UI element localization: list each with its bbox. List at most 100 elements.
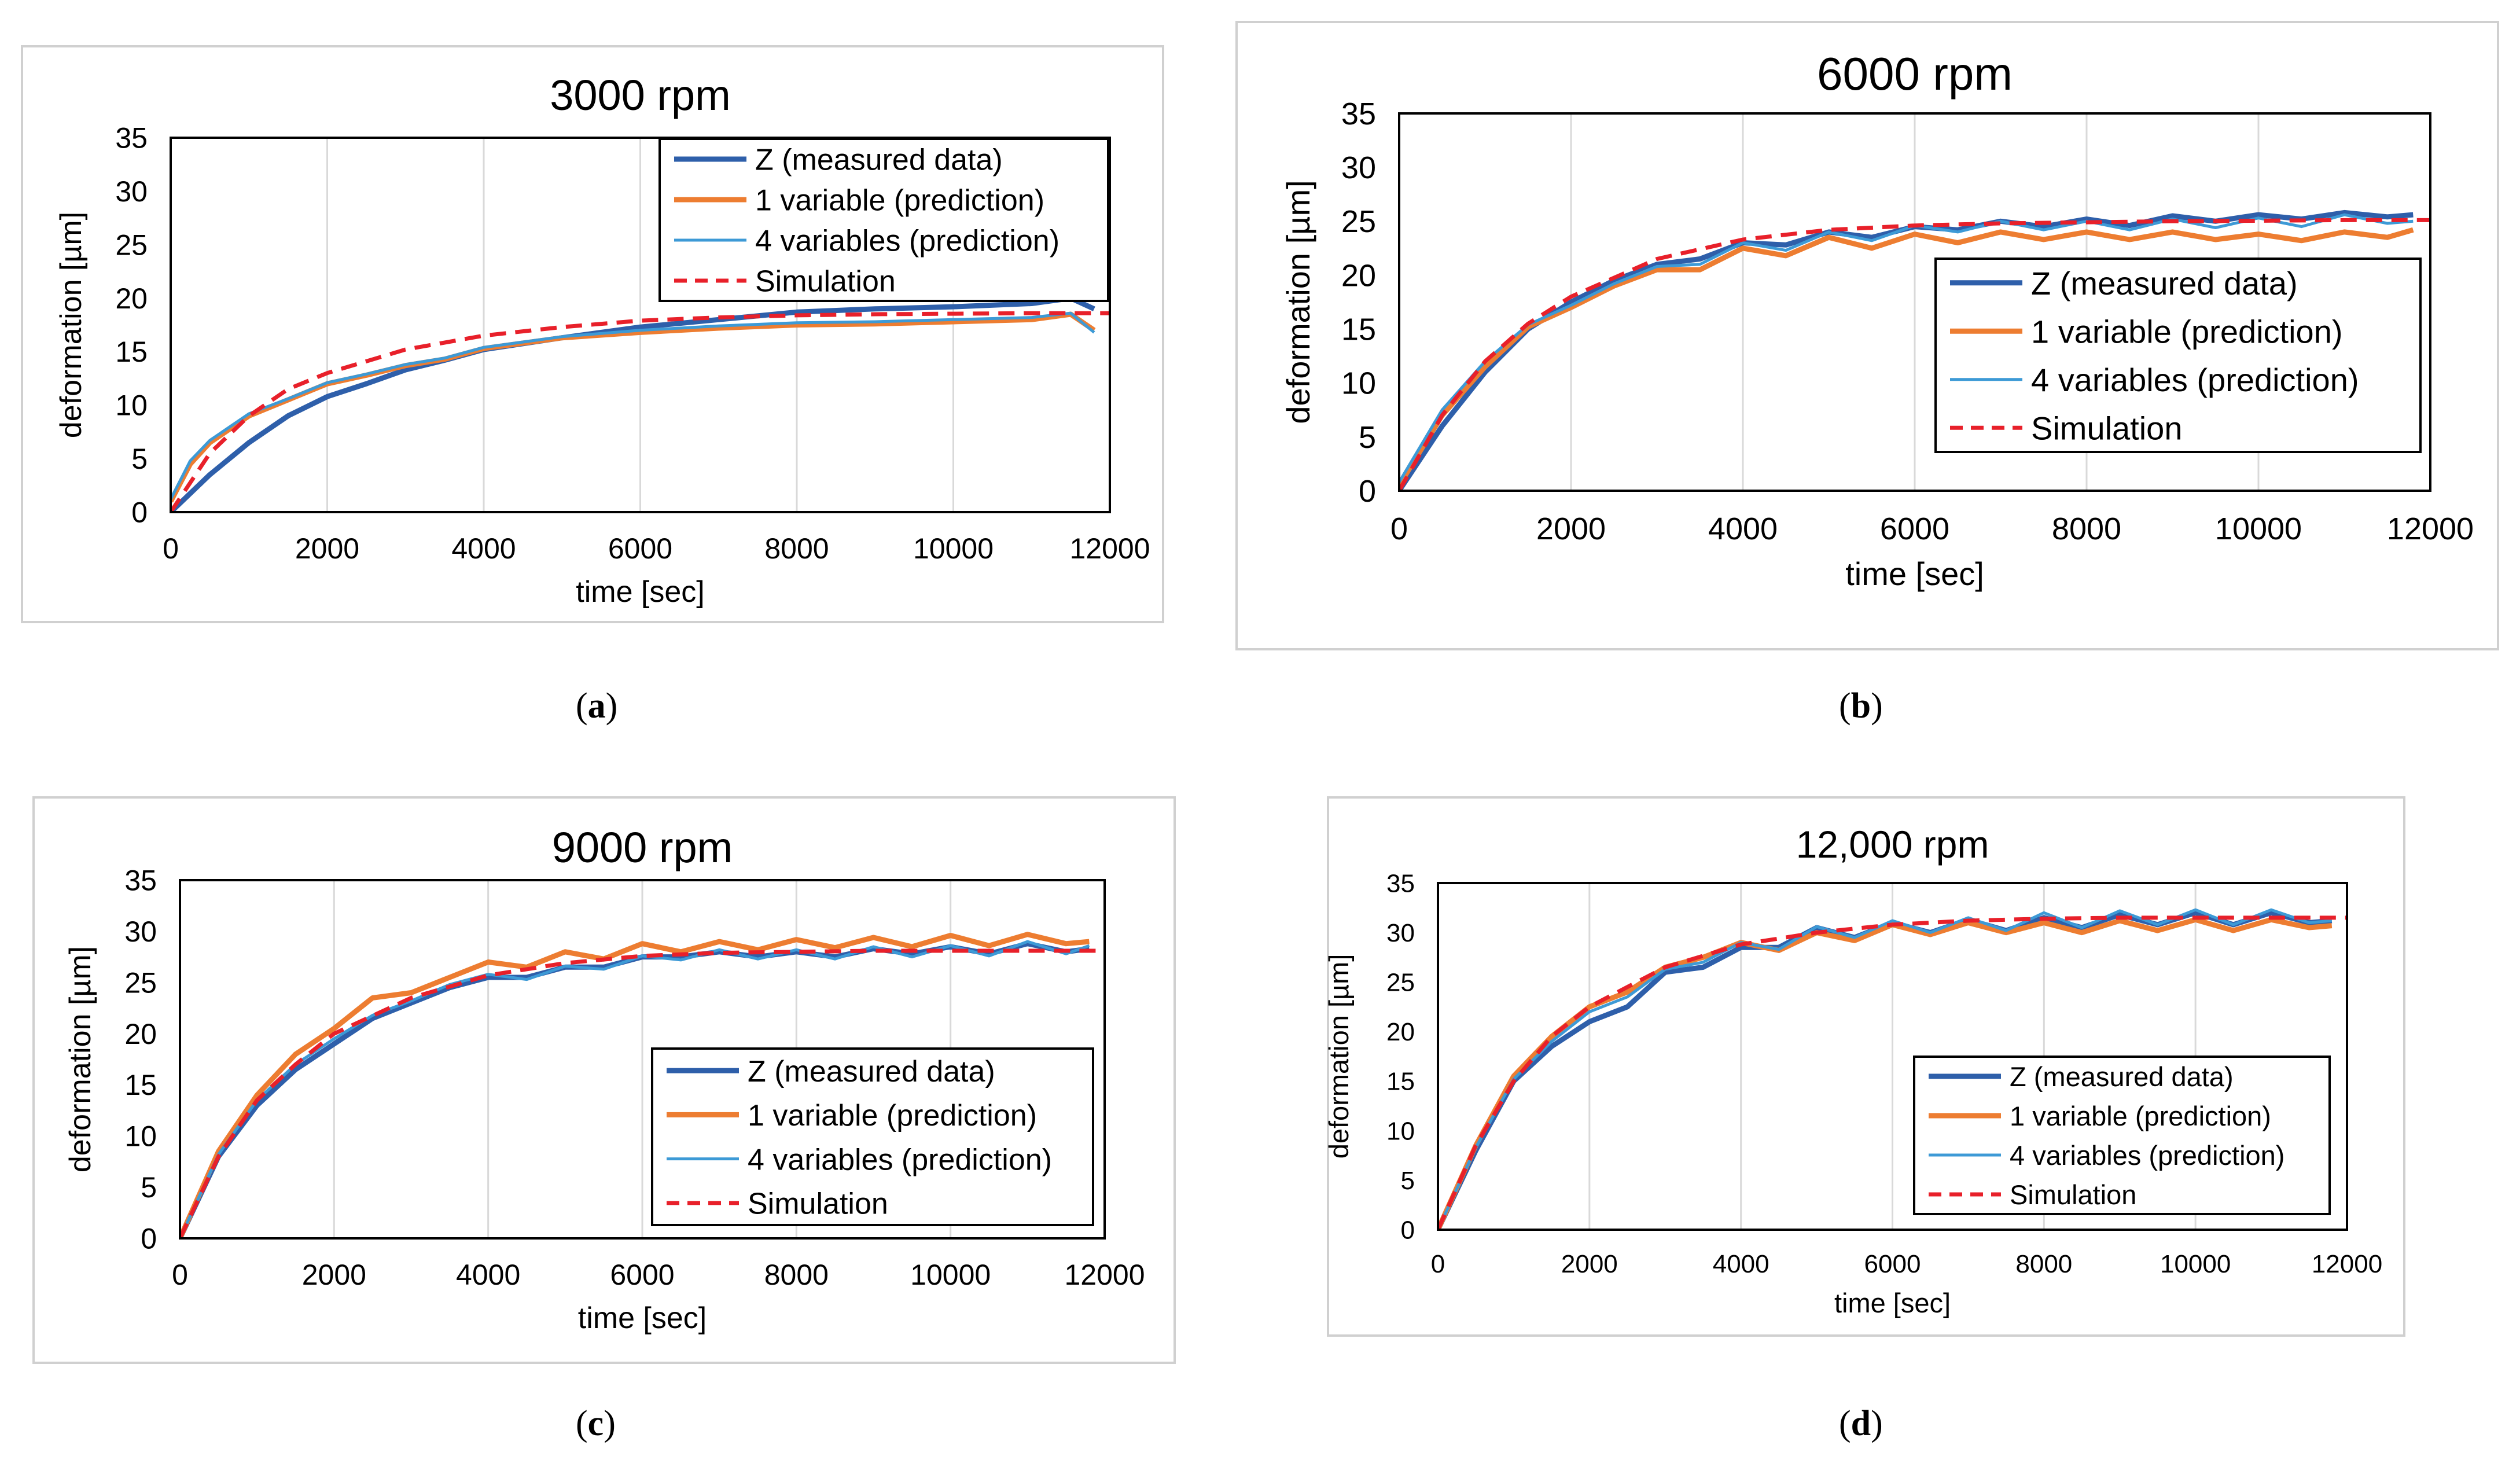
series-line-2 [180,932,1090,1238]
legend-label-2: 1 variable (prediction) [748,1099,1037,1132]
chart-3: 9000 rpm 0 2000 4000 6000 8000 10000 12000 0 5 10 1… [32,796,1176,1364]
x-tick-label: 2000 [302,1259,366,1291]
y-tick-label: 25 [1386,969,1415,997]
legend-box [1913,1056,2331,1215]
x-tick-label: 2000 [295,532,359,565]
x-tick-label: 0 [1431,1250,1445,1278]
x-tick-label: 2000 [1536,512,1606,546]
legend-label-3: 4 variables (prediction) [748,1143,1052,1176]
y-tick-label: 35 [124,865,157,897]
legend-label-1: Z (measured data) [2010,1061,2234,1092]
y-tick-label: 0 [141,1223,157,1255]
x-tick-label: 8000 [2052,512,2121,546]
y-tick-label: 0 [1401,1216,1415,1244]
y-tick-label: 0 [131,497,148,529]
y-axis-label: deformation [µm] [1280,180,1316,424]
x-tick-label: 6000 [610,1259,674,1291]
chart-2: 6000 rpm 0 2000 4000 6000 8000 10000 12000 0 5 10 1… [1235,21,2499,650]
y-tick-label: 5 [1401,1167,1415,1195]
chart-1: 3000 rpm 0 2000 4000 6000 8000 10000 12000 0 5 10 1… [21,45,1164,623]
x-axis-label: time [sec] [1834,1288,1951,1318]
legend-label-4: Simulation [748,1187,888,1221]
legend-label-2: 1 variable (prediction) [2010,1101,2271,1131]
legend-label-1: Z (measured data) [2031,265,2298,301]
x-tick-label: 10000 [2160,1250,2231,1278]
x-tick-label: 8000 [764,1259,829,1291]
y-axis-label: deformation [µm] [64,946,97,1172]
x-tick-label: 10000 [2215,512,2302,546]
y-tick-label: 30 [115,175,148,208]
x-tick-label: 0 [172,1259,188,1291]
series-line-4 [1438,915,2347,1230]
legend-label-1: Z (measured data) [755,144,1003,177]
caption-d: (d) [1839,1404,1883,1443]
y-tick-label: 25 [1341,204,1376,239]
plot-area-border [1437,882,2348,1231]
y-tick-label: 25 [115,229,148,261]
series-line-2 [1399,227,2414,487]
legend-box [658,138,1109,302]
legend: Z (measured data) 1 variable (prediction)… [651,1047,1094,1226]
plot-area-border [179,879,1106,1240]
series-group [180,932,1105,1238]
x-tick-label: 6000 [1864,1250,1921,1278]
legend-label-4: Simulation [2031,410,2182,446]
legend-label-2: 1 variable (prediction) [2031,313,2342,350]
legend-label-4: Simulation [2010,1179,2136,1210]
y-tick-label: 10 [1386,1117,1415,1145]
x-axis-label: time [sec] [1845,556,1984,592]
series-group [1438,908,2347,1230]
series-line-3 [171,311,1095,500]
series-group [171,295,1110,512]
y-tick-label: 30 [1341,150,1376,185]
series-line-4 [171,311,1110,512]
plot-area-border [170,137,1111,513]
legend-box [651,1047,1094,1226]
chart-title: 6000 rpm [1817,48,2013,100]
x-tick-label: 8000 [764,532,829,565]
x-tick-label: 12000 [1069,532,1150,565]
series-group [1399,209,2430,491]
legend: Z (measured data) 1 variable (prediction)… [1934,258,2422,453]
x-tick-label: 6000 [608,532,672,565]
y-tick-label: 20 [1386,1018,1415,1046]
x-tick-label: 10000 [910,1259,991,1291]
caption-b: (b) [1839,686,1883,726]
x-tick-label: 0 [163,532,179,565]
legend-label-3: 4 variables (prediction) [2010,1140,2284,1171]
y-tick-label: 15 [124,1069,157,1101]
x-axis-label: time [sec] [576,575,705,609]
y-tick-label: 20 [1341,258,1376,293]
x-tick-label: 12000 [2387,512,2474,546]
y-tick-label: 5 [141,1171,157,1204]
y-axis-label: deformation [µm] [54,212,88,438]
y-tick-label: 10 [124,1120,157,1153]
y-tick-label: 20 [115,282,148,315]
y-tick-label: 35 [1341,97,1376,131]
x-tick-label: 6000 [1880,512,1949,546]
y-tick-label: 5 [131,443,148,475]
y-tick-label: 15 [115,336,148,368]
y-tick-label: 10 [115,389,148,422]
y-tick-label: 15 [1386,1068,1415,1096]
legend-label-4: Simulation [755,265,896,299]
series-line-3 [180,940,1090,1238]
legend: Z (measured data) 1 variable (prediction)… [658,138,1109,302]
x-tick-label: 4000 [1708,512,1778,546]
legend-box [1934,258,2422,453]
y-tick-label: 35 [1386,869,1415,898]
x-tick-label: 4000 [451,532,516,565]
chart-4: 12,000 rpm 0 2000 4000 6000 8000 10000 12000 0 5 1… [1323,796,2405,1337]
chart-title: 12,000 rpm [1796,823,1989,866]
y-tick-label: 15 [1341,312,1376,347]
x-tick-label: 10000 [913,532,994,565]
x-tick-label: 2000 [1561,1250,1618,1278]
x-tick-label: 12000 [1064,1259,1145,1291]
chart-title: 9000 rpm [552,823,733,871]
x-axis-label: time [sec] [578,1301,707,1335]
x-tick-label: 0 [1390,512,1408,546]
x-tick-label: 4000 [456,1259,520,1291]
x-tick-label: 4000 [1713,1250,1769,1278]
y-tick-label: 5 [1359,420,1376,455]
